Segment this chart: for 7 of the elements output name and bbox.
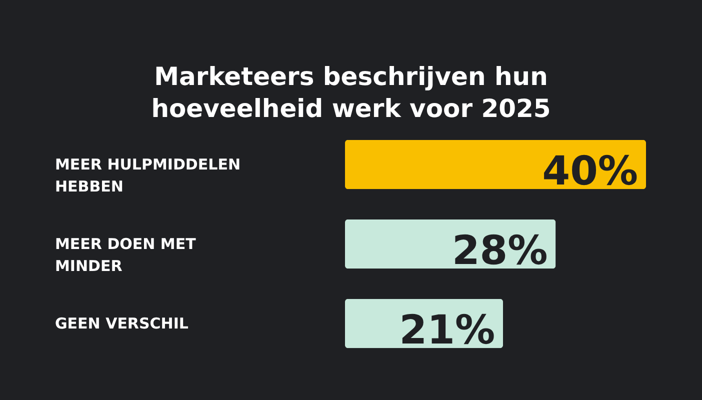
data-label: 28%: [452, 228, 548, 274]
data-label: 40%: [542, 148, 638, 195]
data-label: 21%: [399, 307, 496, 354]
y-tick-label: GEEN VERSCHIL: [55, 314, 189, 332]
y-tick-label: MEER DOEN MET MINDER: [55, 235, 197, 275]
chart-title: Marketeers beschrijven hun hoeveelheid werk voor 2025: [151, 62, 551, 123]
y-tick-label: MEER HULPMIDDELEN HEBBEN: [55, 156, 240, 196]
